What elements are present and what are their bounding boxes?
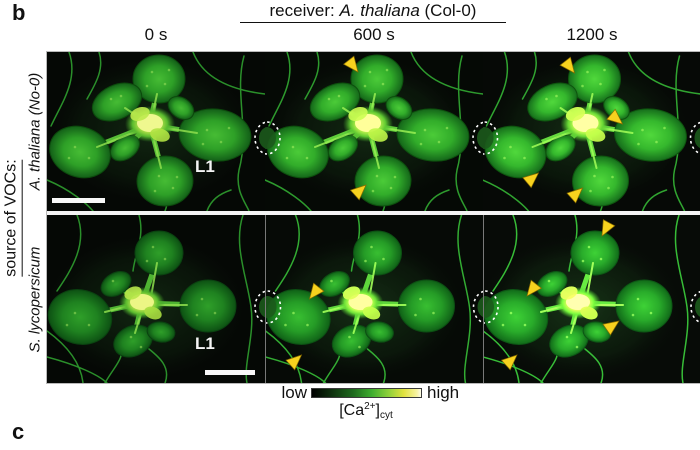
- colorbar-gradient: [311, 388, 422, 398]
- plant-image: [47, 215, 265, 383]
- leaf-label: L1: [195, 334, 215, 353]
- receiver-species: A. thaliana: [339, 1, 420, 20]
- timepoint-label-600s: 600 s: [353, 25, 395, 44]
- arrowhead-icon: [500, 354, 518, 371]
- micrograph-panel: [483, 52, 700, 211]
- arrowhead-icon: [343, 55, 359, 73]
- arrowhead-icon: [349, 184, 367, 201]
- arrowhead-icon: [606, 108, 624, 125]
- colorbar-low-label: low: [281, 383, 307, 402]
- micrograph-panel: [265, 215, 483, 383]
- neighbor-leaf-outline: [265, 121, 281, 155]
- receiver-prefix: receiver:: [269, 1, 335, 20]
- micrograph-panel: [483, 215, 700, 383]
- neighbor-leaf-outline: [254, 290, 265, 324]
- neighbor-leaf-outline: [484, 290, 499, 324]
- arrowhead-icon: [285, 354, 303, 371]
- neighbor-leaf-outline: [266, 290, 282, 324]
- arrowhead-icon: [601, 219, 616, 237]
- micrograph-panel: L1: [47, 215, 265, 383]
- colorbar-high-label: high: [427, 383, 460, 402]
- timepoint-label-1200s: 1200 s: [566, 25, 618, 44]
- scale-bar: [52, 198, 105, 203]
- arrowhead-icon: [566, 187, 584, 204]
- neighbor-leaf-outline: [483, 121, 499, 155]
- panel-label-b: b: [12, 0, 26, 25]
- arrowhead-icon: [602, 320, 620, 336]
- plant-image: [265, 52, 483, 211]
- plant-image: [484, 215, 700, 383]
- receiver-accession: (Col-0): [424, 1, 477, 20]
- neighbor-leaf-outline: [254, 121, 265, 155]
- source-row-label-tomato: S. lycopersicum: [26, 246, 44, 352]
- neighbor-leaf-outline: [690, 290, 700, 324]
- micrograph-grid: L1 L1: [46, 51, 700, 384]
- panel-label-c: c: [12, 419, 25, 444]
- scale-bar: [205, 370, 255, 375]
- micrograph-panel: [265, 52, 483, 211]
- plant-image: [483, 52, 700, 211]
- plant-image: [47, 52, 265, 211]
- micrograph-panel: L1: [47, 52, 265, 211]
- arrowhead-icon: [522, 172, 540, 189]
- receiver-header: receiver: A. thaliana (Col-0): [240, 1, 506, 23]
- source-row-label-arabidopsis: A. thaliana (No-0): [26, 72, 44, 191]
- timepoint-label-0s: 0 s: [144, 25, 168, 44]
- neighbor-leaf-outline: [689, 121, 700, 155]
- arrowhead-icon: [308, 282, 325, 300]
- leaf-label: L1: [195, 157, 215, 176]
- neighbor-leaf-outline: [472, 121, 483, 155]
- arrowhead-icon: [559, 56, 576, 74]
- arrowhead-icon: [526, 279, 542, 297]
- calcium-label: [Ca2+]cyt: [339, 401, 393, 421]
- neighbor-leaf-outline: [472, 290, 483, 324]
- source-axis-title: source of VOCs:: [0, 52, 26, 383]
